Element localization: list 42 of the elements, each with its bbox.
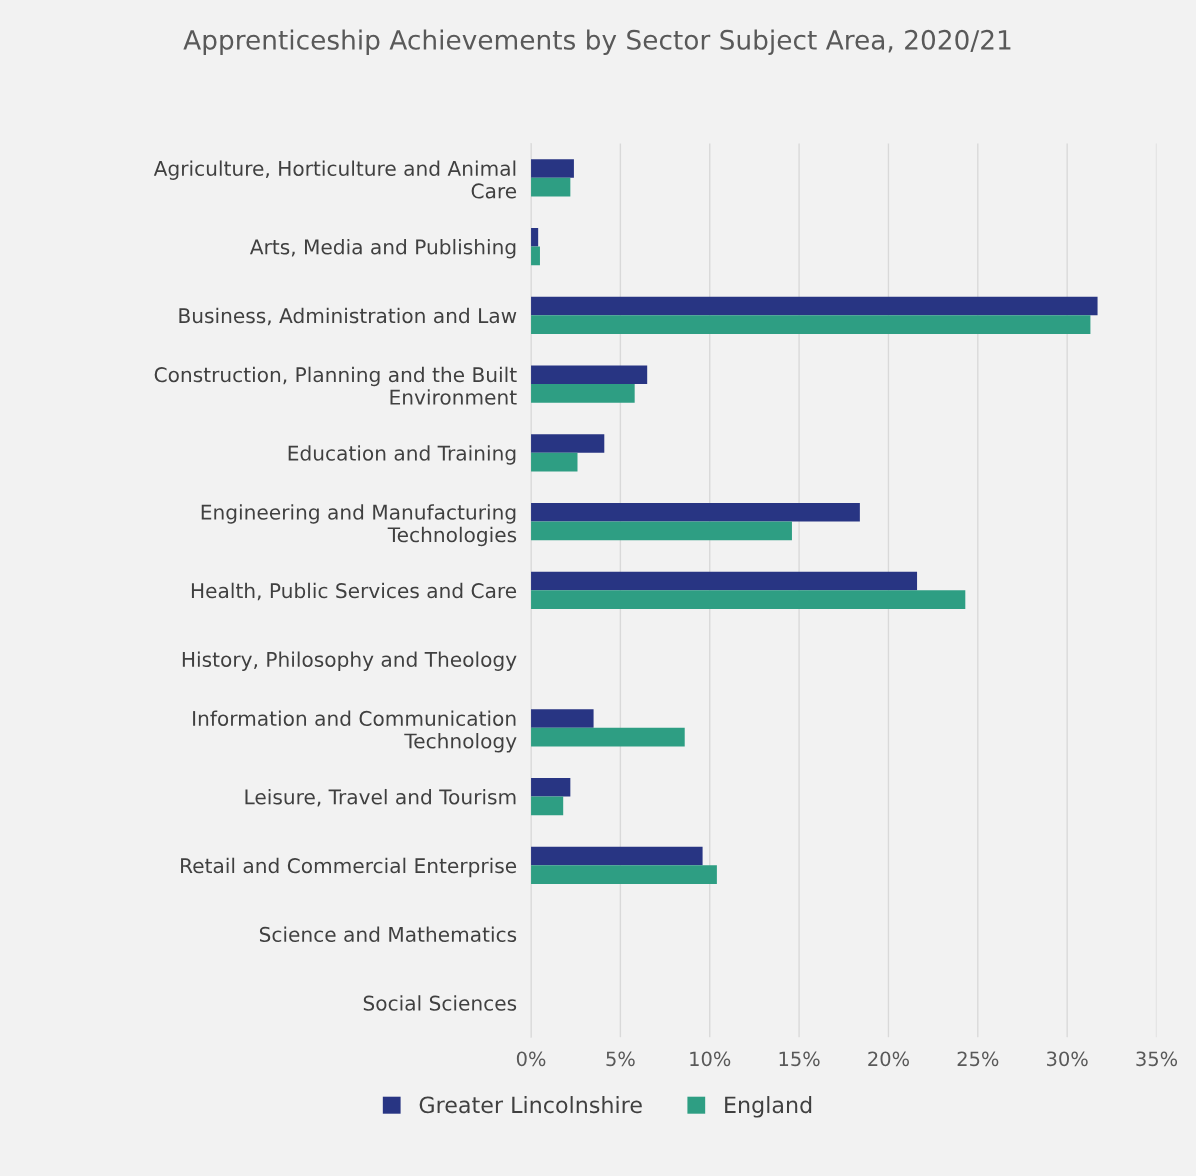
y-tick-label: Social Sciences bbox=[363, 995, 517, 1011]
bar bbox=[531, 159, 574, 178]
bar bbox=[531, 590, 966, 609]
bar bbox=[531, 177, 571, 197]
x-tick-label: 25% bbox=[957, 1051, 999, 1067]
y-tick-label: Information and Communication Technology bbox=[193, 710, 517, 753]
bar bbox=[531, 384, 635, 403]
bar bbox=[531, 571, 918, 591]
y-tick-label: Engineering and Manufacturing Technologies bbox=[201, 504, 517, 547]
bar bbox=[531, 727, 685, 747]
x-tick-label: 30% bbox=[1047, 1051, 1088, 1067]
bar bbox=[531, 521, 792, 541]
y-tick-label: Construction, Planning and the Built Environment bbox=[154, 366, 517, 405]
bar bbox=[531, 452, 578, 472]
y-tick-label: Leisure, Travel and Tourism bbox=[245, 788, 516, 807]
x-tick-label: 0% bbox=[516, 1051, 546, 1067]
y-tick-label: Business, Administration and Law bbox=[179, 307, 517, 326]
bar bbox=[531, 365, 648, 385]
bar bbox=[531, 778, 571, 797]
y-tick-label: Agriculture, Horticulture and Animal Care bbox=[153, 160, 517, 199]
x-tick-label: 15% bbox=[779, 1051, 820, 1067]
bar bbox=[531, 865, 717, 884]
x-tick-label: 35% bbox=[1136, 1051, 1178, 1067]
bar bbox=[531, 796, 564, 816]
bar bbox=[531, 709, 594, 728]
bar bbox=[531, 503, 860, 522]
bar bbox=[531, 315, 1091, 334]
y-tick-label: Education and Training bbox=[288, 445, 516, 465]
legend-label: England bbox=[725, 1096, 812, 1118]
y-tick-label: Health, Public Services and Care bbox=[191, 582, 517, 601]
y-tick-label: Arts, Media and Publishing bbox=[249, 238, 516, 259]
y-tick-label: History, Philosophy and Theology bbox=[182, 651, 517, 671]
x-tick-label: 10% bbox=[690, 1051, 731, 1067]
x-tick-label: 20% bbox=[868, 1051, 909, 1067]
chart-title: Apprenticeship Achievements by Sector Subject Area, 2020/21 bbox=[183, 29, 1011, 55]
y-tick-label: Science and Mathematics bbox=[259, 926, 517, 943]
bar bbox=[531, 296, 1098, 316]
bar bbox=[531, 434, 605, 453]
legend-label: Greater Lincolnshire bbox=[419, 1096, 642, 1114]
x-tick-label: 5% bbox=[606, 1051, 635, 1067]
y-tick-label: Retail and Commercial Enterprise bbox=[181, 857, 517, 878]
bar bbox=[531, 846, 703, 866]
